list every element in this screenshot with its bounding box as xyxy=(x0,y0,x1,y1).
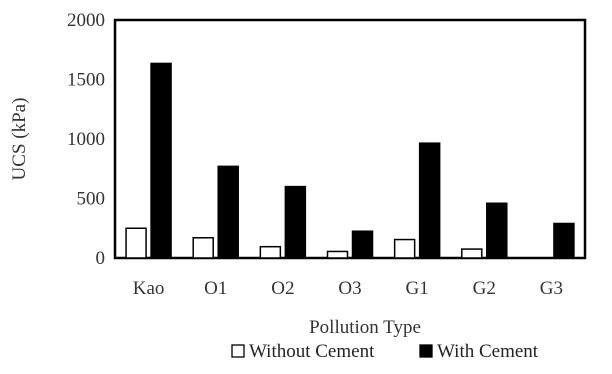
bar-without-cement-o1 xyxy=(193,238,213,258)
legend-swatch xyxy=(232,345,244,357)
y-tick-label: 500 xyxy=(77,189,106,210)
x-axis-title: Pollution Type xyxy=(309,317,421,338)
x-tick-label: Kao xyxy=(133,278,165,299)
plot-area-frame xyxy=(115,20,585,258)
x-axis-ticks: Kao O1 O2 O3 G1 G2 G3 xyxy=(133,278,563,299)
x-tick-label: G3 xyxy=(540,278,563,299)
y-tick-label: 1000 xyxy=(67,129,105,150)
y-tick-label: 1500 xyxy=(67,70,105,91)
x-tick-label: O2 xyxy=(271,278,294,299)
x-tick-label: O3 xyxy=(338,278,361,299)
y-tick-label: 0 xyxy=(96,248,106,269)
bar-with-cement-g2 xyxy=(487,203,507,258)
bar-with-cement-o2 xyxy=(285,187,305,258)
bar-without-cement-g2 xyxy=(462,249,482,258)
x-tick-label: O1 xyxy=(204,278,227,299)
bar-with-cement-o1 xyxy=(218,166,238,258)
legend-label: With Cement xyxy=(437,341,539,362)
bar-without-cement-o3 xyxy=(328,251,348,258)
legend: Without Cement With Cement xyxy=(232,341,539,362)
bars xyxy=(126,63,574,258)
legend-label: Without Cement xyxy=(249,341,375,362)
bar-without-cement-kao xyxy=(126,228,146,258)
legend-swatch xyxy=(420,345,432,357)
bar-with-cement-g3 xyxy=(554,223,574,258)
x-tick-label: G2 xyxy=(473,278,496,299)
y-axis-title: UCS (kPa) xyxy=(9,98,30,181)
y-axis-ticks: 0 500 1000 1500 2000 xyxy=(67,10,105,269)
bar-with-cement-o3 xyxy=(353,231,373,258)
bar-with-cement-kao xyxy=(151,63,171,258)
x-tick-label: G1 xyxy=(406,278,429,299)
bar-without-cement-o2 xyxy=(260,247,280,258)
y-tick-label: 2000 xyxy=(67,10,105,31)
bar-with-cement-g1 xyxy=(420,143,440,258)
bar-without-cement-g1 xyxy=(395,240,415,258)
